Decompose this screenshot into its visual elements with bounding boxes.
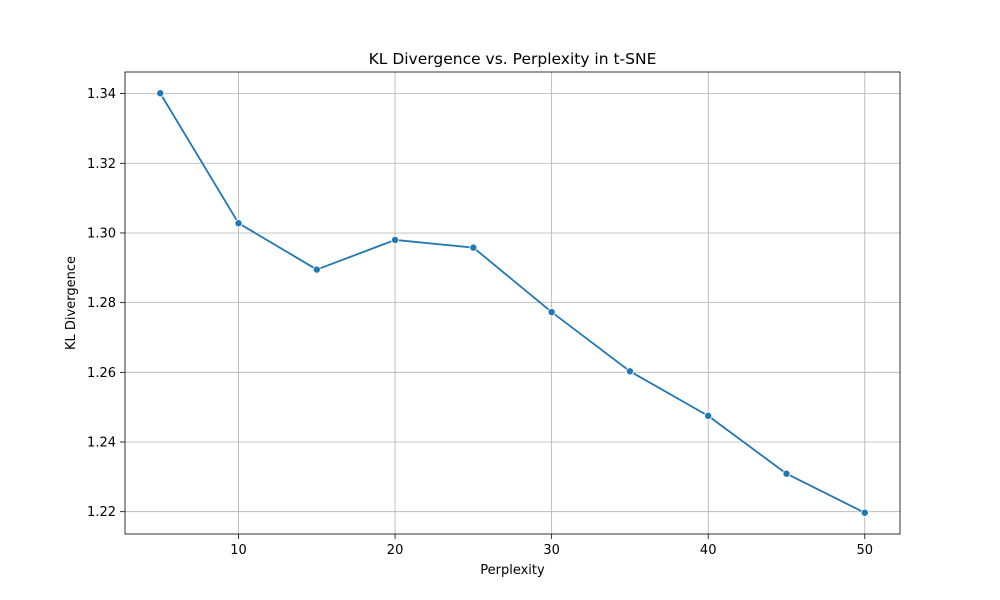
data-point: [156, 89, 165, 98]
series-line: [159, 92, 866, 514]
data-point: [782, 469, 791, 478]
y-tick-label: 1.26: [87, 366, 116, 381]
data-point: [391, 235, 400, 244]
data-point: [469, 243, 478, 252]
y-tick-label: 1.24: [87, 436, 116, 451]
y-tick-label: 1.32: [87, 157, 116, 172]
y-axis-label: KL Divergence: [64, 256, 79, 350]
data-points: [156, 89, 869, 517]
x-tick-label: 20: [387, 543, 404, 558]
chart-title: KL Divergence vs. Perplexity in t-SNE: [369, 50, 657, 68]
data-point: [704, 411, 713, 420]
data-point: [625, 367, 634, 376]
x-tick-label: 40: [700, 543, 717, 558]
y-tick-label: 1.34: [87, 87, 116, 102]
x-tick-label: 30: [543, 543, 560, 558]
data-point: [234, 219, 243, 228]
grid: [125, 72, 900, 534]
y-tick-label: 1.30: [87, 226, 116, 241]
data-point: [860, 508, 869, 517]
x-tick-label: 10: [230, 543, 247, 558]
x-axis-label: Perplexity: [480, 563, 545, 578]
data-point: [312, 265, 321, 274]
x-axis-ticks: 10 20 30 40 50: [230, 534, 873, 558]
y-tick-label: 1.28: [87, 296, 116, 311]
y-tick-label: 1.22: [87, 505, 116, 520]
y-axis-ticks: 1.22 1.24 1.26 1.28 1.30 1.32 1.34: [87, 87, 125, 520]
data-point: [547, 308, 556, 317]
x-tick-label: 50: [856, 543, 873, 558]
series-line-layer: [159, 92, 866, 514]
